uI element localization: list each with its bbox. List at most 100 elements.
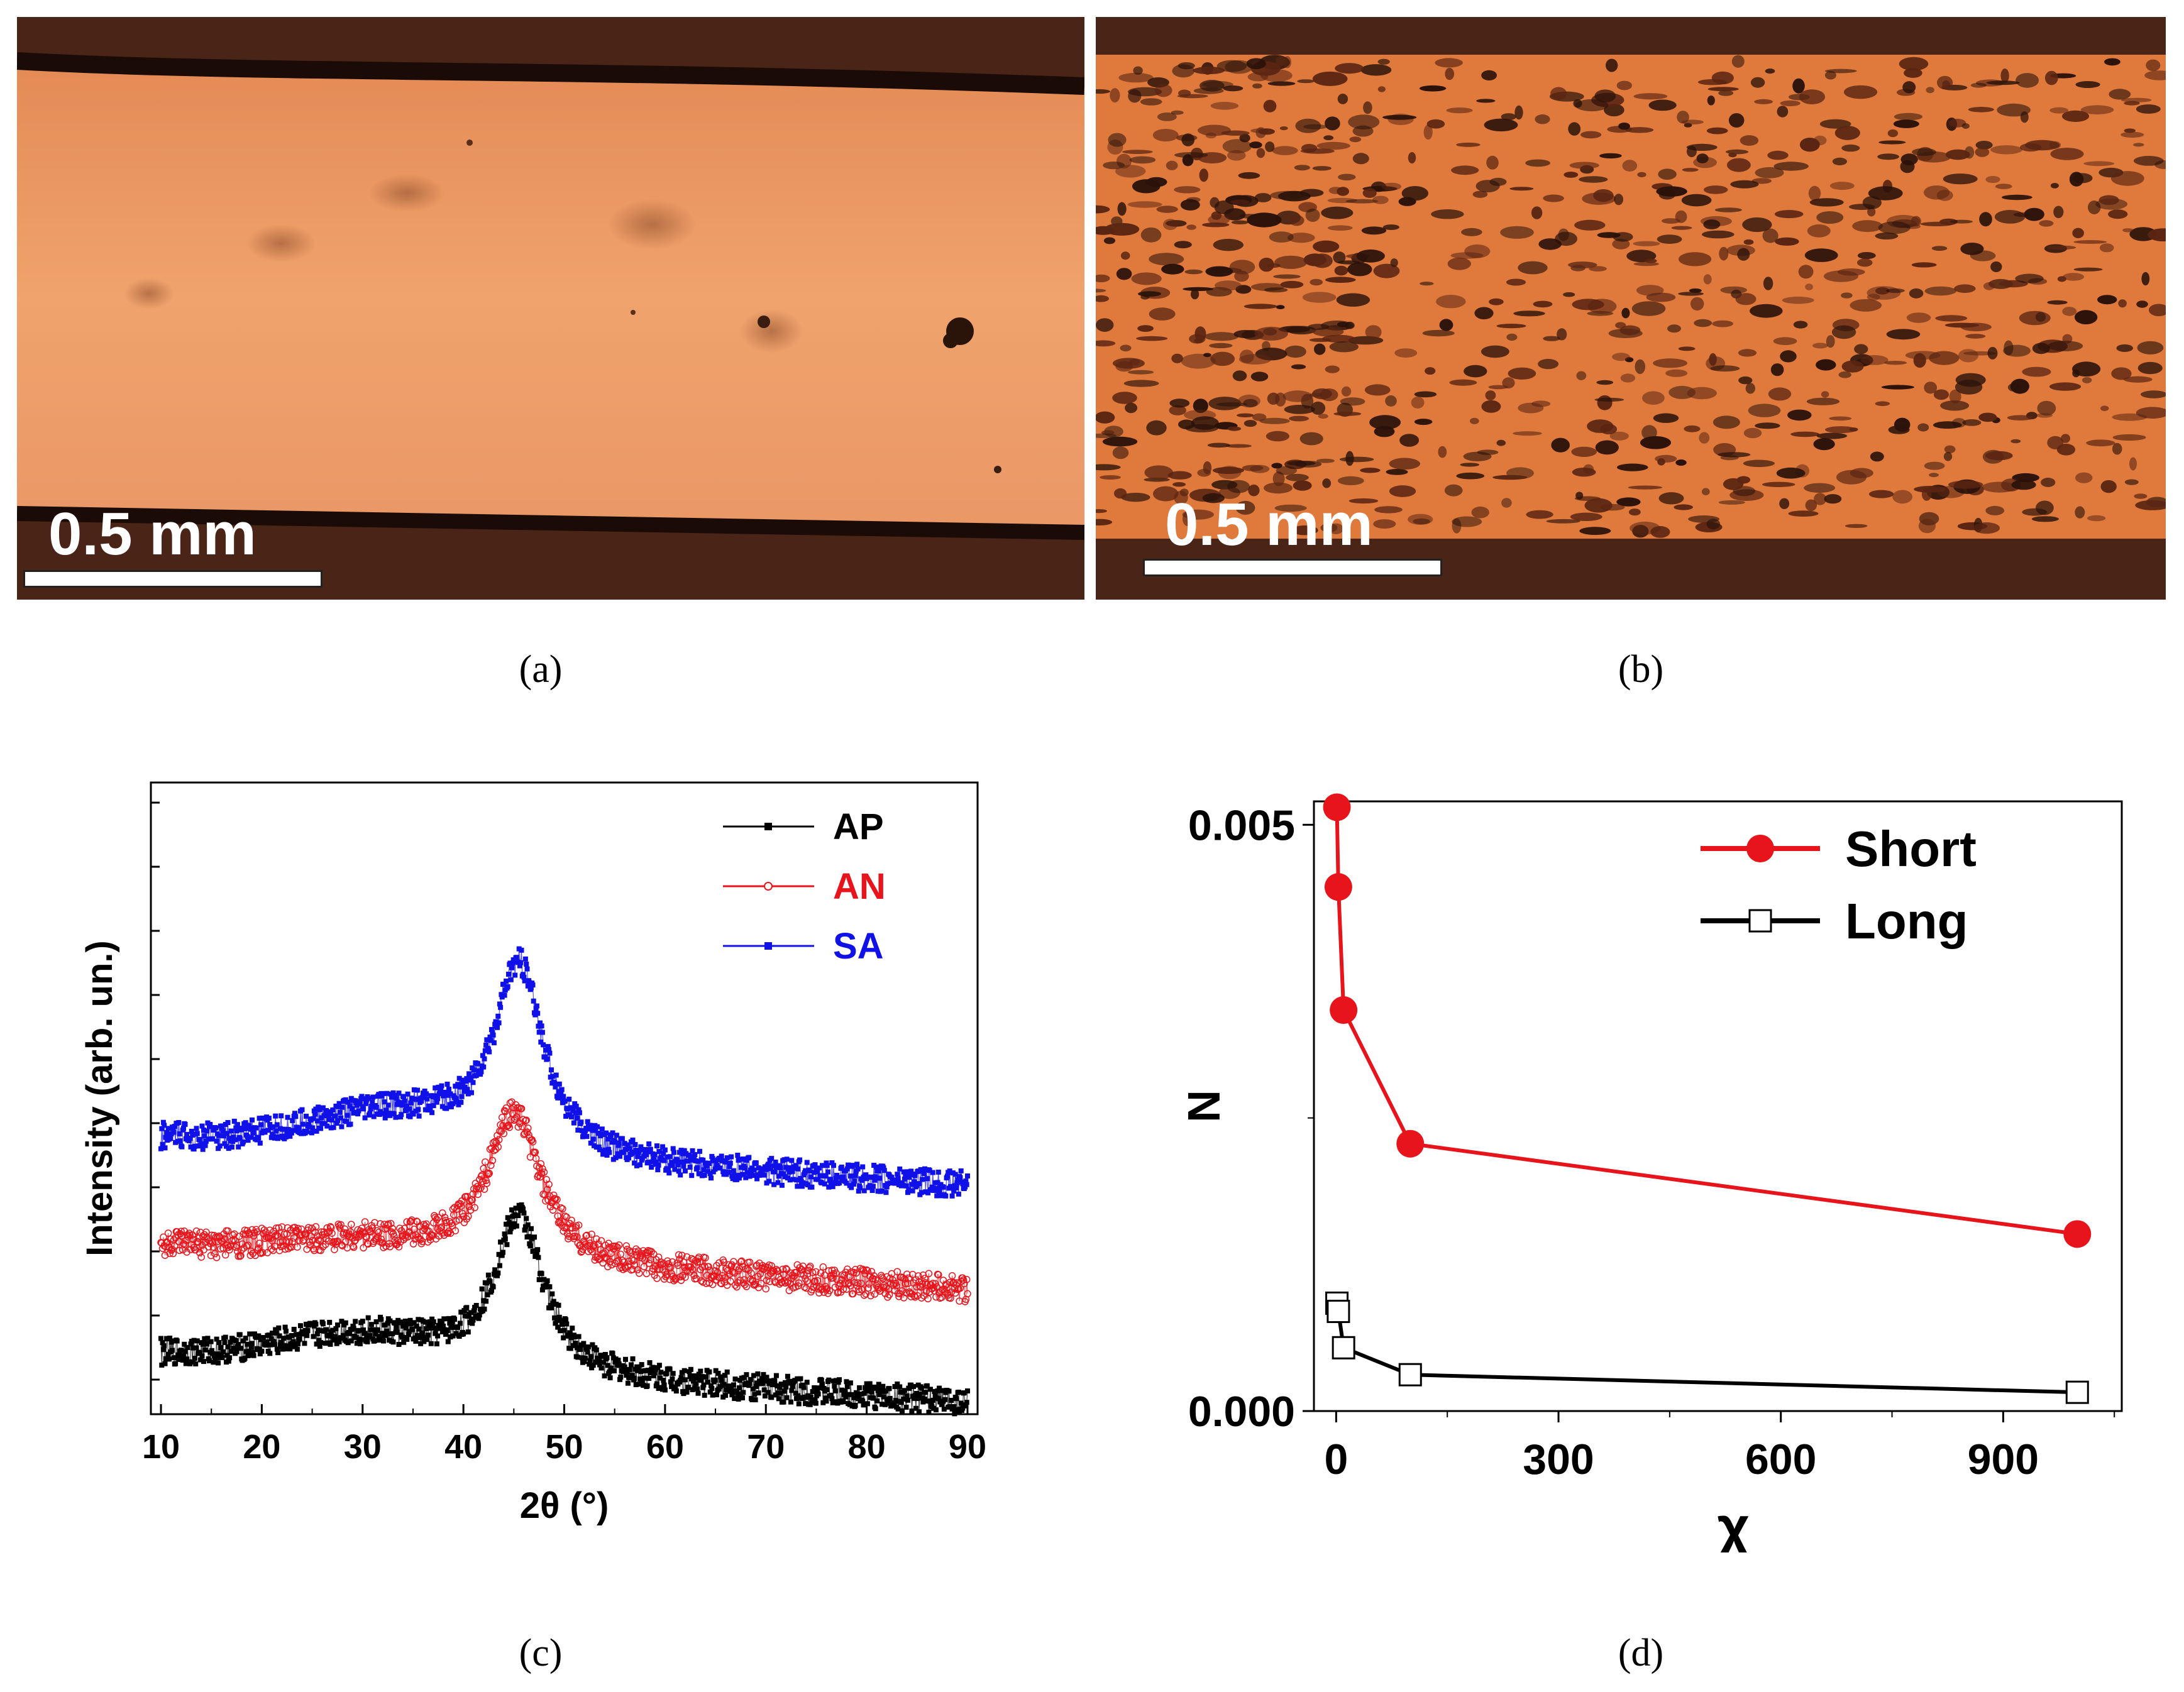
etch-pit <box>1166 160 1178 170</box>
data-point <box>766 1162 771 1167</box>
data-point <box>377 1220 384 1228</box>
data-point <box>695 1165 700 1170</box>
data-point <box>958 1400 964 1406</box>
data-point <box>880 1383 886 1389</box>
data-point <box>247 1331 253 1337</box>
data-point <box>556 1314 562 1320</box>
data-point <box>653 1159 659 1165</box>
data-point <box>964 1290 971 1298</box>
data-point <box>607 1375 613 1381</box>
data-point <box>202 1228 210 1236</box>
data-point <box>866 1384 872 1390</box>
data-point <box>881 1168 887 1173</box>
data-point <box>641 1383 646 1388</box>
etch-pit <box>1312 388 1332 400</box>
etch-pit <box>1678 346 1696 351</box>
etch-pit <box>1209 343 1233 349</box>
data-point <box>485 1292 490 1298</box>
data-point <box>829 1392 834 1398</box>
data-point <box>751 1281 759 1289</box>
data-point <box>862 1290 870 1298</box>
data-point <box>356 1108 361 1114</box>
data-point <box>615 1358 621 1363</box>
etch-pit <box>1243 398 1258 407</box>
etch-pit <box>1543 194 1564 202</box>
data-point <box>932 1393 938 1398</box>
etch-pit <box>1096 318 1114 332</box>
etch-pit <box>1389 485 1416 497</box>
data-point <box>225 1344 231 1349</box>
etch-pit <box>1501 498 1512 508</box>
data-point <box>593 1347 599 1353</box>
etch-pit <box>1239 133 1250 143</box>
data-point <box>457 1202 465 1210</box>
etch-pit <box>1763 277 1773 290</box>
etch-pit <box>1184 269 1203 275</box>
data-point <box>671 1150 676 1155</box>
etch-pit <box>1845 524 1868 528</box>
data-point <box>471 1067 477 1073</box>
etch-pit <box>1116 268 1132 280</box>
data-point <box>812 1385 817 1390</box>
etch-pit <box>1701 488 1710 495</box>
series-AN <box>157 1098 971 1305</box>
data-point <box>360 1244 367 1252</box>
etch-pit <box>1096 433 1117 438</box>
series-SA <box>158 946 970 1199</box>
etch-pit <box>2047 436 2064 449</box>
data-point <box>328 1111 333 1117</box>
data-point <box>723 1393 729 1398</box>
data-point <box>485 1047 491 1052</box>
etch-pit <box>2074 310 2098 325</box>
etch-pit <box>1215 280 1242 291</box>
data-point <box>643 1146 649 1152</box>
etch-pit <box>1225 444 1252 448</box>
etch-pit <box>1696 153 1709 163</box>
data-point <box>688 1366 693 1372</box>
data-point <box>917 1409 922 1415</box>
data-point <box>918 1385 924 1391</box>
etch-pit <box>1686 146 1697 158</box>
etch-pit <box>1169 398 1190 408</box>
data-point <box>605 1363 610 1368</box>
data-point <box>394 1329 400 1335</box>
data-point <box>470 1080 476 1085</box>
etch-pit <box>1960 322 1992 332</box>
data-point <box>526 1234 532 1239</box>
data-point <box>729 1154 734 1160</box>
data-point <box>731 1382 736 1388</box>
data-point <box>763 1167 769 1172</box>
data-point <box>800 1184 805 1189</box>
etch-pit <box>1140 294 1150 300</box>
data-point <box>935 1180 940 1185</box>
data-point <box>736 1397 741 1402</box>
data-point <box>258 1249 267 1256</box>
etch-pit <box>1096 295 1109 302</box>
data-point <box>616 1140 622 1146</box>
etch-pit <box>1399 434 1420 447</box>
etch-pit <box>1186 224 1196 230</box>
etch-pit <box>1112 446 1129 459</box>
data-point <box>218 1345 223 1350</box>
data-point <box>546 1047 552 1052</box>
data-point <box>954 1185 959 1191</box>
data-point <box>680 1258 688 1266</box>
etch-pit <box>1899 57 1929 71</box>
data-point <box>270 1124 276 1129</box>
data-point <box>629 1362 634 1368</box>
data-point <box>417 1335 422 1341</box>
data-point <box>177 1228 185 1235</box>
data-point <box>781 1388 787 1394</box>
etch-pit <box>2007 415 2034 420</box>
data-point <box>852 1402 858 1408</box>
data-point <box>347 1331 353 1336</box>
etch-pit <box>1574 219 1606 231</box>
data-point <box>722 1373 727 1378</box>
data-point <box>293 1114 299 1119</box>
data-point <box>519 1202 524 1207</box>
data-point <box>184 1131 190 1137</box>
data-point <box>539 1030 545 1035</box>
data-point <box>210 1351 216 1356</box>
etch-pit <box>1274 255 1308 269</box>
etch-pit <box>1933 421 1962 429</box>
